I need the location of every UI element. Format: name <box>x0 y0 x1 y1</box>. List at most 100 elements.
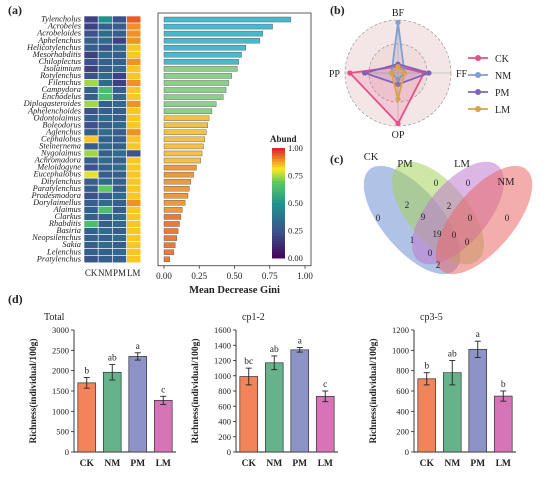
heatmap-cell <box>126 206 142 214</box>
heatmap-cell <box>126 213 142 221</box>
y-tick-label: 400 <box>218 417 231 427</box>
venn-region-count: 0 <box>465 237 470 247</box>
heatmap-cell <box>83 29 99 38</box>
species-label: Achromadora <box>34 156 81 165</box>
legend-gradient-step <box>272 216 285 220</box>
legend-marker-PM <box>475 89 481 95</box>
significance-letter: c <box>161 385 165 395</box>
heatmap-cell <box>112 121 127 130</box>
y-tick-label: 2000 <box>52 366 69 376</box>
heatmap-cell <box>112 234 127 242</box>
species-label: Enchodelus <box>41 92 81 101</box>
legend-label-NM: NM <box>495 71 511 82</box>
y-axis-title: Richness(individual/100g) <box>190 338 201 443</box>
heatmap-cell <box>112 206 127 214</box>
x-category-label: PM <box>130 459 145 469</box>
legend-gradient-step <box>272 238 285 242</box>
species-label: Steinernema <box>39 142 81 151</box>
heatmap-cell <box>83 93 99 101</box>
heatmap-cell <box>126 50 142 59</box>
importance-bar <box>163 221 180 227</box>
species-label: Rhabditis <box>48 219 81 228</box>
heatmap-cell <box>126 65 142 73</box>
legend-gradient-step <box>272 200 285 204</box>
heatmap-cell <box>126 220 142 228</box>
heatmap-cell <box>83 234 99 242</box>
y-tick-label: 500 <box>56 427 69 437</box>
species-label: Lelenchus <box>46 247 81 256</box>
legend-gradient-step <box>272 225 285 229</box>
bar-chart-Total: Total 0 500 1000 1500 2000 2500 3000 Richness(in… <box>28 312 176 469</box>
legend-gradient-step <box>272 205 285 209</box>
bar-CK <box>417 378 437 453</box>
venn-region-count: 0 <box>452 230 457 240</box>
heatmap-cell <box>126 241 142 249</box>
x-category-label: CK <box>420 459 435 469</box>
importance-bar <box>163 143 204 150</box>
heatmap-cell <box>112 100 127 108</box>
y-tick-label: 200 <box>218 432 231 442</box>
radar-point <box>395 19 401 26</box>
species-label: Pratylenchus <box>36 254 81 263</box>
species-label: Meloidogyne <box>36 163 81 172</box>
heatmap-cell <box>83 43 99 52</box>
species-label: Campydora <box>41 85 81 94</box>
legend-marker-NM <box>475 72 481 78</box>
heatmap-cell <box>83 57 99 66</box>
radar-point <box>395 120 401 127</box>
heatmap-cell <box>83 128 99 137</box>
radar-axis-label: PP <box>329 69 341 80</box>
y-tick-label: 1000 <box>214 371 231 381</box>
heatmap-cell <box>97 29 113 38</box>
heatmap-cell <box>126 36 142 45</box>
bar-NM <box>264 362 284 453</box>
y-tick-label: 0 <box>65 447 69 457</box>
legend-gradient-step <box>272 208 285 212</box>
heatmap-cell <box>83 177 99 186</box>
legend-gradient-step <box>272 244 285 248</box>
heatmap-cell <box>112 170 127 179</box>
legend-gradient-step <box>272 153 285 157</box>
heatmap-cell <box>83 227 99 235</box>
heatmap-cell <box>126 15 142 24</box>
heatmap-cell <box>83 100 99 108</box>
significance-letter: a <box>136 342 141 352</box>
legend-gradient-step <box>272 227 285 231</box>
x-tick-label: 0.75 <box>262 271 278 281</box>
x-category-label: PM <box>292 459 307 469</box>
y-tick-label: 1500 <box>52 386 69 396</box>
heatmap-cell <box>97 43 113 52</box>
heatmap-cell <box>112 149 127 158</box>
radar-point <box>362 70 368 76</box>
heatmap-cell <box>112 199 127 207</box>
heatmap-cell <box>83 213 99 221</box>
heatmap-cell <box>97 199 113 207</box>
radar-point <box>395 63 401 70</box>
heatmap-cell <box>126 170 142 179</box>
heatmap-cell <box>112 227 127 235</box>
legend-gradient-step <box>272 150 285 154</box>
importance-bar <box>163 214 182 220</box>
heatmap-cell <box>126 29 142 38</box>
legend-gradient-step <box>272 230 285 234</box>
bar-NM <box>102 371 122 453</box>
y-tick-label: 1400 <box>214 340 231 350</box>
bar-PM <box>128 356 148 453</box>
species-label: Odontolaimus <box>34 113 81 122</box>
heatmap-cell <box>112 220 127 228</box>
legend-marker-LM <box>475 106 481 112</box>
heatmap-cell <box>126 199 142 207</box>
legend-gradient-step <box>272 236 285 240</box>
importance-bar <box>163 108 213 114</box>
species-label: Neopsilenchus <box>31 233 81 242</box>
x-tick-label: 0.25 <box>191 271 207 281</box>
legend-gradient-step <box>272 172 285 176</box>
bar-LM <box>493 395 513 453</box>
panel-b: BF FF OP PP CK NM PM LM <box>329 8 511 141</box>
heatmap-cell <box>126 79 142 87</box>
heatmap-cell <box>112 107 127 116</box>
legend-gradient-step <box>272 161 285 165</box>
heatmap-cell <box>126 107 142 116</box>
legend-gradient-step <box>272 186 285 190</box>
venn-region-count: 9 <box>421 212 426 222</box>
